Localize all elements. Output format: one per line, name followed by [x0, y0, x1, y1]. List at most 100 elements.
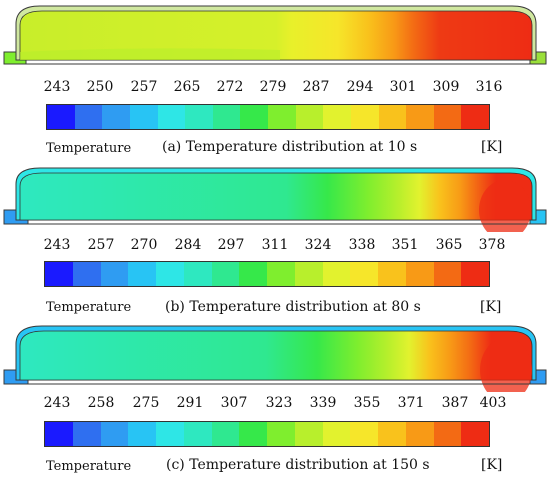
tick-label: 309: [432, 79, 460, 95]
colorbar-cell: [350, 262, 378, 286]
tick-label: 250: [86, 79, 114, 95]
tick-label: 275: [132, 395, 160, 411]
tick-label: 243: [43, 79, 71, 95]
colorbar-cell: [100, 262, 129, 286]
unit-label: [K]: [481, 139, 503, 155]
tick-label: 365: [435, 237, 463, 253]
colorbar-cell: [212, 105, 241, 129]
colorbar-cell: [239, 262, 267, 286]
tick-label: 339: [309, 395, 337, 411]
colorbar-cell: [268, 105, 296, 129]
colorbar-cell: [183, 422, 212, 446]
colorbar-10s: [46, 104, 490, 130]
legend-title: Temperature: [46, 300, 132, 315]
unit-label: [K]: [480, 299, 502, 315]
panel-150s: 243 258 275 291 307 323 339 355 371 387 …: [0, 318, 550, 479]
tick-label: 311: [261, 237, 289, 253]
tick-label: 338: [348, 237, 376, 253]
colorbar-cell: [267, 422, 295, 446]
colorbar-ticks-150s: 243 258 275 291 307 323 339 355 371 387 …: [0, 394, 550, 412]
tick-label: 378: [478, 237, 506, 253]
tick-label: 258: [87, 395, 115, 411]
figure-caption: (a) Temperature distribution at 10 s: [162, 139, 418, 155]
tick-label: 272: [216, 79, 244, 95]
tick-label: 287: [302, 79, 330, 95]
legend-title: Temperature: [46, 141, 132, 156]
tick-label: 371: [397, 395, 425, 411]
colorbar-cell: [267, 262, 295, 286]
colorbar-cell: [378, 262, 406, 286]
figure-caption: (c) Temperature distribution at 150 s: [166, 457, 430, 473]
tick-label: 403: [479, 395, 507, 411]
tick-label: 301: [389, 79, 417, 95]
colorbar-cell: [100, 422, 129, 446]
tick-label: 297: [217, 237, 245, 253]
tick-label: 257: [130, 79, 158, 95]
tick-label: 351: [391, 237, 419, 253]
colorbar-cell: [461, 105, 489, 129]
colorbar-cell: [378, 422, 406, 446]
tick-label: 294: [346, 79, 374, 95]
panel-10s: 243 250 257 265 272 279 287 294 301 309 …: [0, 0, 550, 160]
colorbar-cell: [405, 262, 434, 286]
tick-label: 257: [87, 237, 115, 253]
colorbar-cell: [323, 105, 351, 129]
tick-label: 387: [441, 395, 469, 411]
tick-label: 243: [43, 395, 71, 411]
colorbar-cell: [378, 105, 407, 129]
colorbar-cell: [322, 422, 351, 446]
colorbar-cell: [45, 262, 73, 286]
colorbar-cell: [433, 422, 462, 446]
colorbar-cell: [45, 422, 73, 446]
colorbar-cell: [72, 422, 101, 446]
tick-label: 279: [259, 79, 287, 95]
colorbar-80s: [44, 261, 490, 287]
tick-label: 265: [173, 79, 201, 95]
legend-title: Temperature: [46, 459, 132, 474]
colorbar-cell: [461, 262, 489, 286]
colorbar-cell: [433, 105, 462, 129]
colorbar-cell: [47, 105, 75, 129]
temperature-contour-10s: [3, 5, 547, 65]
tick-label: 270: [130, 237, 158, 253]
colorbar-cell: [183, 262, 212, 286]
colorbar-cell: [350, 105, 379, 129]
colorbar-cell: [240, 105, 268, 129]
colorbar-cell: [211, 422, 240, 446]
unit-label: [K]: [481, 457, 503, 473]
colorbar-cell: [295, 105, 324, 129]
temperature-contour-150s: [3, 325, 547, 392]
colorbar-cell: [406, 105, 434, 129]
tick-label: 355: [353, 395, 381, 411]
tick-label: 324: [304, 237, 332, 253]
colorbar-cell: [461, 422, 489, 446]
tick-label: 316: [475, 79, 503, 95]
colorbar-cell: [128, 262, 156, 286]
tick-label: 291: [176, 395, 204, 411]
colorbar-cell: [405, 422, 434, 446]
colorbar-cell: [157, 105, 186, 129]
colorbar-cell: [72, 262, 101, 286]
colorbar-cell: [211, 262, 240, 286]
colorbar-cell: [102, 105, 130, 129]
colorbar-ticks-80s: 243 257 270 284 297 311 324 338 351 365 …: [0, 236, 550, 254]
tick-label: 284: [174, 237, 202, 253]
colorbar-cell: [294, 422, 323, 446]
colorbar-cell: [433, 262, 462, 286]
colorbar-cell: [129, 105, 158, 129]
figure-caption: (b) Temperature distribution at 80 s: [165, 299, 421, 315]
colorbar-cell: [156, 262, 184, 286]
colorbar-cell: [239, 422, 267, 446]
colorbar-cell: [128, 422, 156, 446]
tick-label: 243: [43, 237, 71, 253]
tick-label: 307: [220, 395, 248, 411]
colorbar-cell: [156, 422, 184, 446]
colorbar-cell: [322, 262, 351, 286]
colorbar-cell: [294, 262, 323, 286]
colorbar-ticks-10s: 243 250 257 265 272 279 287 294 301 309 …: [0, 78, 550, 96]
colorbar-cell: [74, 105, 103, 129]
colorbar-cell: [350, 422, 378, 446]
colorbar-cell: [185, 105, 213, 129]
temperature-contour-80s: [3, 167, 547, 232]
tick-label: 323: [265, 395, 293, 411]
